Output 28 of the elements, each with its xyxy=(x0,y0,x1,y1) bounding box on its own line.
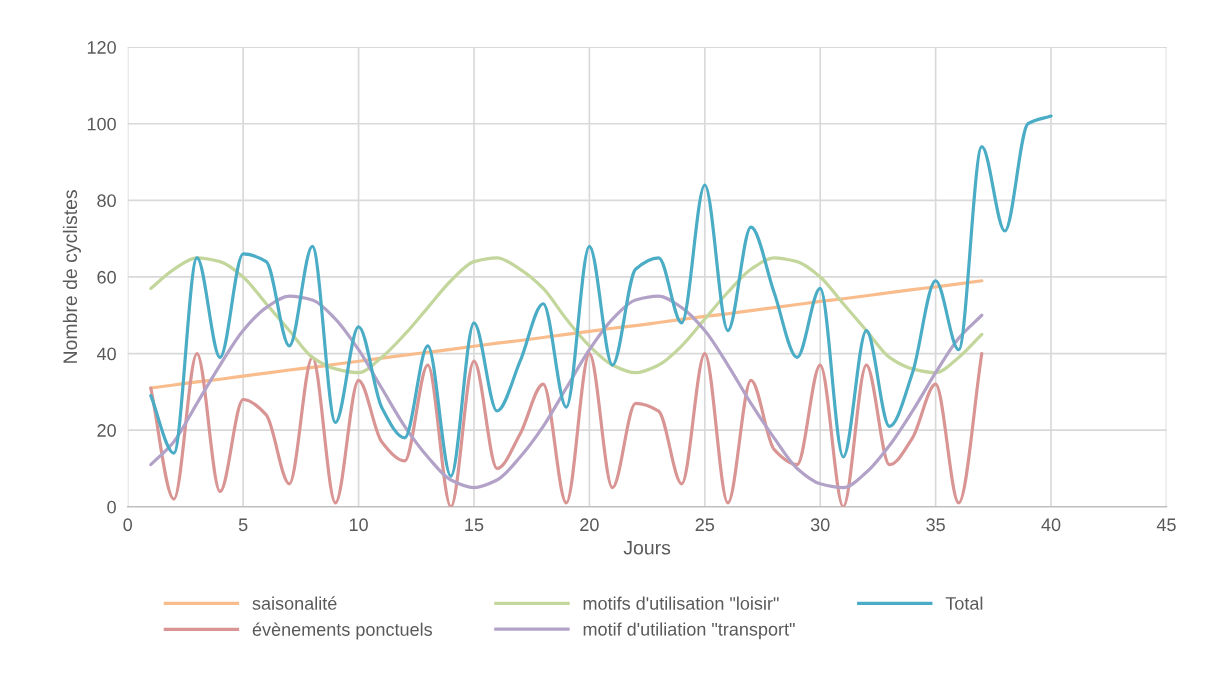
y-tick-label: 80 xyxy=(97,194,116,208)
legend-label: motif d'utiliation "transport" xyxy=(583,622,795,640)
x-tick-label: 10 xyxy=(349,518,368,532)
legend-label: évènements ponctuels xyxy=(252,622,432,640)
y-tick-label: 20 xyxy=(97,424,116,437)
x-axis-title: Jours xyxy=(623,540,671,555)
x-tick-label: 40 xyxy=(1041,518,1061,532)
line-series xyxy=(149,256,984,375)
x-tick-label: 45 xyxy=(1156,518,1176,532)
x-tick-label: 20 xyxy=(580,518,599,532)
x-tick-label: 0 xyxy=(123,518,133,532)
x-tick-label: 30 xyxy=(810,518,830,532)
x-tick-label: 15 xyxy=(465,518,484,532)
y-tick-label: 60 xyxy=(97,270,116,284)
y-tick-label: 40 xyxy=(96,347,116,361)
line-series xyxy=(149,294,984,490)
x-tick-label: 25 xyxy=(695,518,715,532)
x-tick-label: 35 xyxy=(926,518,945,532)
line-series xyxy=(149,351,984,507)
y-axis-title: Nombre de cyclistes xyxy=(62,190,81,363)
x-tick-label: 5 xyxy=(238,518,248,532)
legend-label: motifs d'utilisation "loisir" xyxy=(583,596,779,610)
y-tick-label: 120 xyxy=(87,41,116,54)
y-tick-label: 0 xyxy=(107,500,116,514)
y-tick-label: 100 xyxy=(87,117,116,131)
line-series xyxy=(149,114,1053,478)
legend-label: Total xyxy=(945,596,983,610)
legend-label: saisonalité xyxy=(252,596,337,610)
